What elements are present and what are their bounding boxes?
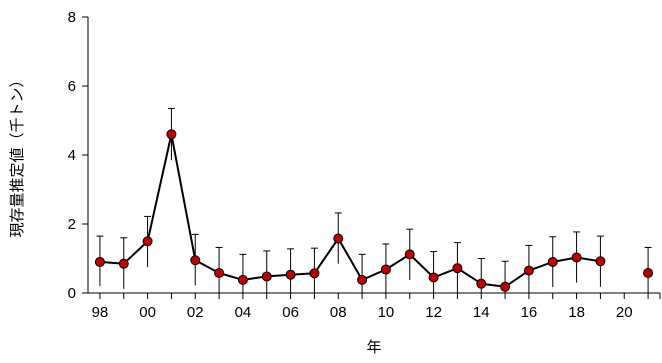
x-tick-label: 08: [330, 304, 347, 321]
x-tick-label: 10: [378, 304, 395, 321]
data-point: [500, 281, 511, 292]
data-points: [94, 129, 654, 292]
x-tick-label: 06: [282, 304, 299, 321]
data-point: [118, 258, 129, 269]
data-point: [571, 252, 582, 263]
x-tick-label: 02: [187, 304, 204, 321]
data-point: [523, 265, 534, 276]
series-path: [99, 133, 601, 288]
x-tick-label: 18: [568, 304, 585, 321]
data-point: [595, 256, 606, 267]
data-point: [357, 274, 368, 285]
data-point: [380, 264, 391, 275]
data-point: [94, 256, 105, 267]
data-point: [547, 256, 558, 267]
data-point: [166, 129, 177, 140]
data-point: [261, 271, 272, 282]
data-point: [214, 267, 225, 278]
y-axis-title: 現存量推定値（千トン）: [8, 72, 26, 237]
data-point: [452, 263, 463, 274]
x-axis-title: 年: [366, 338, 381, 356]
data-point: [142, 236, 153, 247]
data-point: [643, 267, 654, 278]
x-axis-ticks: 98 00 02 04 06 08 10 12 14 16 18 20: [92, 293, 661, 321]
series-line: [99, 133, 601, 288]
x-tick-label: 20: [616, 304, 633, 321]
data-point: [333, 233, 344, 244]
y-tick-label: 4: [68, 147, 76, 164]
x-tick-label: 00: [139, 304, 156, 321]
error-bars: [96, 107, 652, 293]
x-tick-label: 98: [92, 304, 109, 321]
data-point: [309, 268, 320, 279]
data-point: [237, 274, 248, 285]
axes: [87, 17, 660, 294]
data-point: [404, 249, 415, 260]
data-point: [285, 269, 296, 280]
x-tick-label: 16: [521, 304, 538, 321]
data-point: [190, 255, 201, 266]
y-tick-label: 6: [68, 78, 76, 95]
x-tick-label: 04: [235, 304, 252, 321]
x-tick-label: 12: [425, 304, 442, 321]
y-tick-label: 0: [68, 285, 76, 302]
x-tick-label: 14: [473, 304, 490, 321]
y-tick-label: 8: [68, 9, 76, 26]
data-point: [476, 278, 487, 289]
y-tick-label: 2: [68, 216, 76, 233]
y-axis-ticks: 0 2 4 6 8: [68, 9, 88, 302]
data-point: [428, 272, 439, 283]
